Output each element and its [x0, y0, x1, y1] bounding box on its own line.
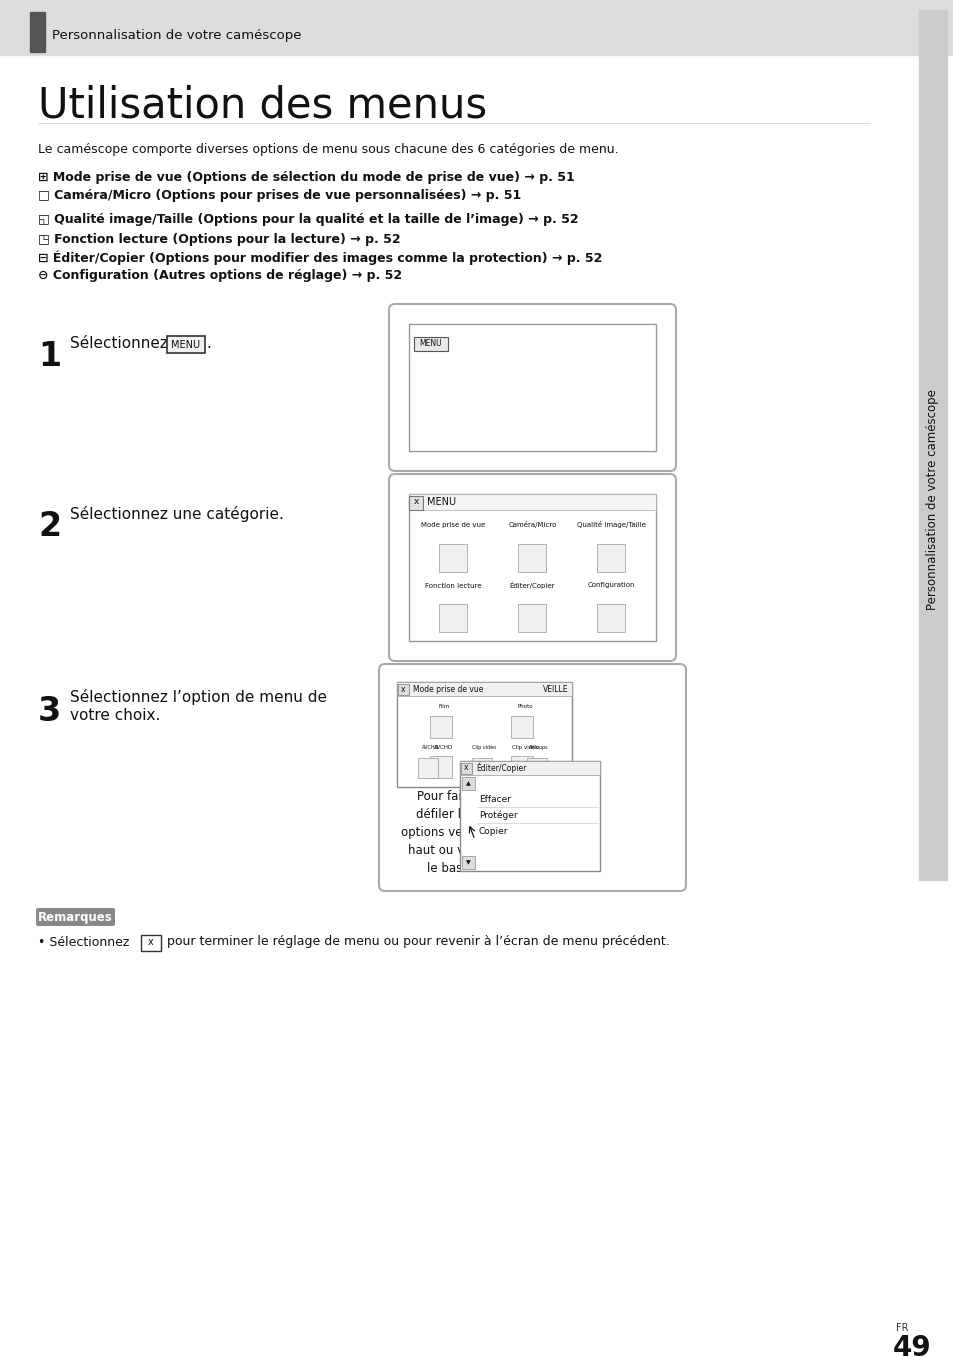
- Bar: [461, 778, 475, 790]
- Text: MENU: MENU: [419, 339, 442, 349]
- Bar: [417, 759, 437, 778]
- Text: • Sélectionnez: • Sélectionnez: [38, 935, 133, 949]
- Bar: [918, 9, 946, 879]
- Bar: [597, 604, 625, 632]
- Text: ◳ Fonction lecture (Options pour la lecture) → p. 52: ◳ Fonction lecture (Options pour la lect…: [38, 233, 400, 247]
- Text: Qualité image/Taille: Qualité image/Taille: [577, 521, 645, 528]
- Text: MENU: MENU: [172, 339, 200, 350]
- FancyBboxPatch shape: [36, 908, 115, 925]
- Text: .: .: [206, 337, 211, 351]
- Text: Éditer/Copier: Éditer/Copier: [476, 763, 526, 773]
- Text: x: x: [148, 936, 153, 947]
- Text: ⊖ Configuration (Autres options de réglage) → p. 52: ⊖ Configuration (Autres options de régla…: [38, 270, 402, 282]
- Text: Configuration: Configuration: [587, 582, 635, 589]
- Bar: [409, 324, 656, 451]
- Text: ▲: ▲: [466, 782, 471, 786]
- Bar: [518, 604, 546, 632]
- Bar: [461, 856, 475, 868]
- Text: Personnalisation de votre caméscope: Personnalisation de votre caméscope: [925, 389, 939, 611]
- Text: Film: Film: [437, 704, 449, 710]
- Text: AVCHD: AVCHD: [434, 745, 453, 750]
- Bar: [396, 683, 572, 696]
- FancyBboxPatch shape: [389, 474, 676, 661]
- Text: pour terminer le réglage de menu ou pour revenir à l’écran de menu précédent.: pour terminer le réglage de menu ou pour…: [163, 935, 669, 949]
- Bar: [396, 683, 572, 787]
- Text: Fonction lecture: Fonction lecture: [425, 582, 481, 589]
- Text: VEILLE: VEILLE: [542, 684, 567, 693]
- Text: MENU: MENU: [427, 497, 456, 508]
- Bar: [459, 761, 599, 871]
- Text: Sélectionnez une catégorie.: Sélectionnez une catégorie.: [70, 506, 284, 522]
- Bar: [30, 12, 45, 52]
- FancyBboxPatch shape: [141, 935, 161, 951]
- Bar: [409, 494, 656, 641]
- Text: x: x: [463, 764, 468, 772]
- FancyBboxPatch shape: [409, 495, 423, 509]
- Text: Clip vidéo: Clip vidéo: [511, 745, 538, 750]
- Text: votre choix.: votre choix.: [70, 707, 160, 722]
- Text: Sélectionnez: Sélectionnez: [70, 337, 172, 351]
- FancyBboxPatch shape: [378, 664, 685, 892]
- Bar: [472, 759, 492, 778]
- Bar: [429, 756, 452, 778]
- Text: Pour faire
défiler les
options vers le
haut ou vers
le bas: Pour faire défiler les options vers le h…: [401, 790, 488, 875]
- Bar: [439, 544, 467, 571]
- Text: FR: FR: [895, 1323, 907, 1333]
- Bar: [511, 715, 533, 737]
- Text: ◱ Qualité image/Taille (Options pour la qualité et la taille de l’image) → p. 52: ◱ Qualité image/Taille (Options pour la …: [38, 213, 578, 227]
- FancyBboxPatch shape: [397, 684, 409, 695]
- Text: Ahloups: Ahloups: [529, 745, 548, 750]
- Text: x: x: [414, 498, 418, 506]
- FancyBboxPatch shape: [389, 304, 676, 471]
- Text: Éditer/Copier: Éditer/Copier: [509, 582, 555, 589]
- Bar: [439, 604, 467, 632]
- Bar: [518, 544, 546, 571]
- Text: Caméra/Micro: Caméra/Micro: [508, 521, 557, 528]
- Text: Remarques: Remarques: [37, 911, 112, 924]
- Bar: [0, 0, 953, 56]
- Text: Copier: Copier: [478, 826, 508, 836]
- Bar: [429, 715, 452, 737]
- Text: 49: 49: [892, 1334, 931, 1357]
- Text: Photo: Photo: [517, 704, 533, 710]
- FancyBboxPatch shape: [414, 337, 448, 351]
- Text: Personnalisation de votre caméscope: Personnalisation de votre caméscope: [52, 28, 301, 42]
- Text: ⊟ Éditer/Copier (Options pour modifier des images comme la protection) → p. 52: ⊟ Éditer/Copier (Options pour modifier d…: [38, 251, 601, 265]
- FancyBboxPatch shape: [460, 763, 472, 775]
- Text: Mode prise de vue: Mode prise de vue: [421, 522, 485, 528]
- Text: Mode prise de vue: Mode prise de vue: [413, 684, 483, 693]
- Bar: [409, 494, 656, 510]
- Text: Effacer: Effacer: [478, 794, 511, 803]
- Bar: [459, 761, 599, 775]
- Bar: [597, 544, 625, 571]
- Text: 1: 1: [38, 341, 61, 373]
- Text: Le caméscope comporte diverses options de menu sous chacune des 6 catégories de : Le caméscope comporte diverses options d…: [38, 144, 618, 156]
- Text: AVCHD: AVCHD: [421, 745, 438, 750]
- Text: 3: 3: [38, 695, 61, 727]
- Text: Clip vidéo: Clip vidéo: [472, 745, 497, 750]
- Bar: [526, 759, 546, 778]
- Text: Utilisation des menus: Utilisation des menus: [38, 84, 487, 126]
- FancyBboxPatch shape: [167, 337, 205, 353]
- Bar: [511, 756, 533, 778]
- Text: ⊞ Mode prise de vue (Options de sélection du mode de prise de vue) → p. 51: ⊞ Mode prise de vue (Options de sélectio…: [38, 171, 574, 185]
- Text: x: x: [400, 684, 405, 693]
- Text: Sélectionnez l’option de menu de: Sélectionnez l’option de menu de: [70, 689, 327, 706]
- Text: 2: 2: [38, 510, 61, 543]
- Text: ▼: ▼: [466, 860, 471, 864]
- Text: □ Caméra/Micro (Options pour prises de vue personnalisées) → p. 51: □ Caméra/Micro (Options pour prises de v…: [38, 190, 520, 202]
- Text: Protéger: Protéger: [478, 810, 517, 820]
